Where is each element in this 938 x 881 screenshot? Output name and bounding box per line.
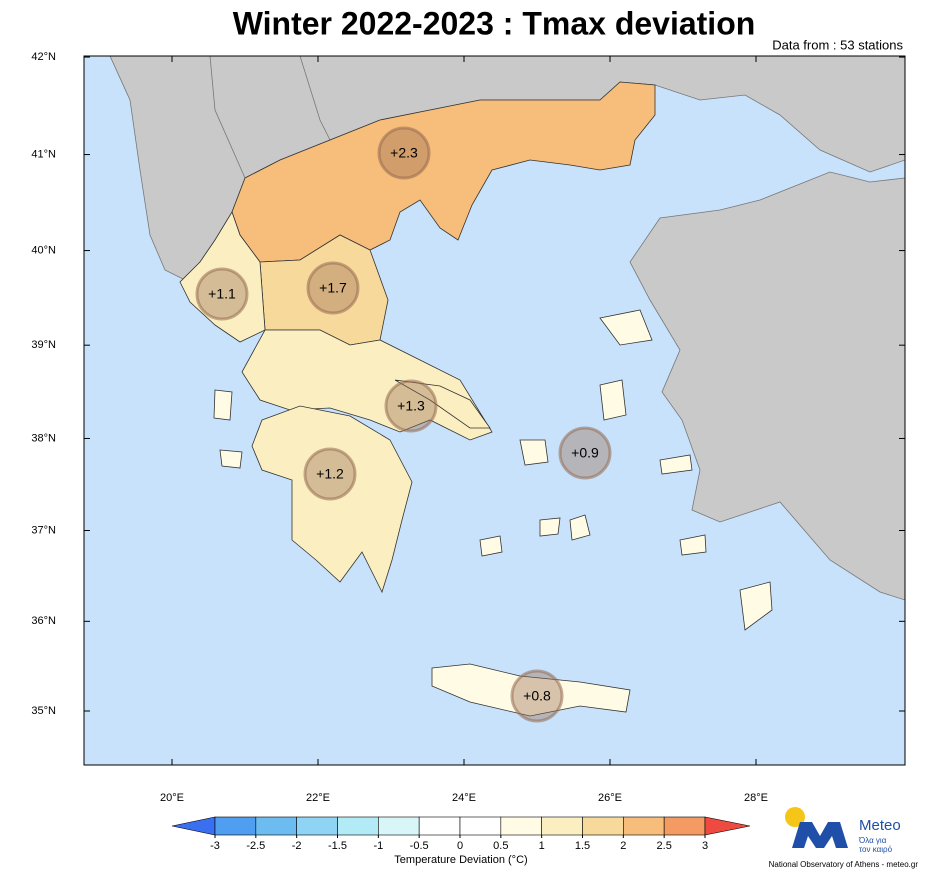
station-value: +1.2 (316, 466, 344, 482)
lat-tick-label: 38°N (31, 432, 56, 444)
colorbar-tick-label: 0.5 (493, 840, 508, 852)
region (599, 309, 653, 346)
colorbar-segment (582, 816, 624, 836)
lat-tick-label: 36°N (31, 615, 56, 627)
lon-tick-label: 28°E (744, 792, 768, 804)
station-marker (384, 379, 438, 433)
colorbar-tick-label: 2 (620, 840, 626, 852)
border (299, 56, 331, 141)
lat-tick-label: 35°N (31, 705, 56, 717)
colorbar-segment (214, 816, 257, 836)
region (519, 439, 549, 466)
region (539, 517, 561, 537)
colorbar-segment (500, 816, 542, 836)
colorbar-segment (418, 816, 461, 836)
colorbar-tick-label: 1 (539, 840, 545, 852)
lat-tick-label: 39°N (31, 339, 56, 351)
title: Winter 2022-2023 : Tmax deviation (233, 5, 756, 41)
colorbar-tick-label: -1.5 (328, 840, 347, 852)
station-value: +0.9 (571, 445, 599, 461)
station-marker (510, 669, 564, 723)
logo-name: Meteo (859, 817, 901, 834)
region (679, 534, 707, 556)
region (569, 514, 591, 541)
station-marker (377, 126, 431, 180)
colorbar-tick-label: -0.5 (410, 840, 429, 852)
colorbar-segment (663, 816, 706, 836)
land (109, 56, 905, 717)
border (209, 56, 246, 179)
lat-tick-label: 40°N (31, 244, 56, 256)
colorbar-label: Temperature Deviation (°C) (394, 854, 527, 866)
neighbour-land (629, 171, 905, 601)
station-marker (306, 261, 360, 315)
colorbar-tick-label: 0 (457, 840, 463, 852)
colorbar-segment (296, 816, 338, 836)
station-value: +1.3 (397, 398, 425, 414)
region (394, 379, 491, 429)
lat-tick-label: 41°N (31, 148, 56, 160)
region (599, 379, 627, 421)
lon-tick-label: 26°E (598, 792, 622, 804)
logo-tagline: Όλα για (858, 836, 887, 845)
colorbar-segment (541, 816, 583, 836)
region (431, 663, 631, 717)
region (739, 581, 773, 631)
colorbar-tick-label: -3 (210, 840, 220, 852)
colorbar-tick-label: 2.5 (657, 840, 672, 852)
region (241, 329, 493, 441)
lon-tick-label: 24°E (452, 792, 476, 804)
colorbar-segment (459, 816, 502, 836)
colorbar-tick-label: 1.5 (575, 840, 590, 852)
station-value: +1.7 (319, 280, 347, 296)
lon-tick-label: 22°E (306, 792, 330, 804)
colorbar-segment (623, 816, 665, 836)
colorbar-segment (378, 816, 420, 836)
station-value: +1.1 (208, 286, 236, 302)
map-frame (83, 55, 906, 766)
region (219, 449, 243, 469)
logo-mark (792, 822, 848, 848)
region (659, 454, 693, 475)
colorbar: -3 -2.5 -2 -1.5 -1 -0.5 0 0.5 1 1.5 2 2.5 3 (171, 816, 751, 852)
colorbar-segment (337, 816, 379, 836)
region (479, 535, 503, 557)
credit: National Observatory of Athens - meteo.g… (769, 860, 919, 869)
region (213, 389, 233, 421)
logo-tagline: τον καιρό (859, 845, 893, 854)
subtitle: Data from : 53 stations (772, 37, 903, 52)
station-marker (303, 447, 357, 501)
colorbar-arrow (171, 816, 216, 836)
lat-tick-label: 37°N (31, 524, 56, 536)
station-marker (558, 426, 612, 480)
station-value: +0.8 (523, 688, 551, 704)
colorbar-tick-label: 3 (702, 840, 708, 852)
lat-tick-label: 42°N (31, 51, 56, 63)
lon-tick-label: 20°E (160, 792, 184, 804)
station-value: +2.3 (390, 145, 418, 161)
colorbar-arrow (704, 816, 751, 836)
colorbar-tick-label: -2.5 (246, 840, 265, 852)
station-marker (195, 267, 249, 321)
colorbar-tick-label: -1 (373, 840, 383, 852)
colorbar-tick-label: -2 (292, 840, 302, 852)
logo: Meteo Όλα για τον καιρό (785, 807, 901, 854)
colorbar-segment (255, 816, 297, 836)
